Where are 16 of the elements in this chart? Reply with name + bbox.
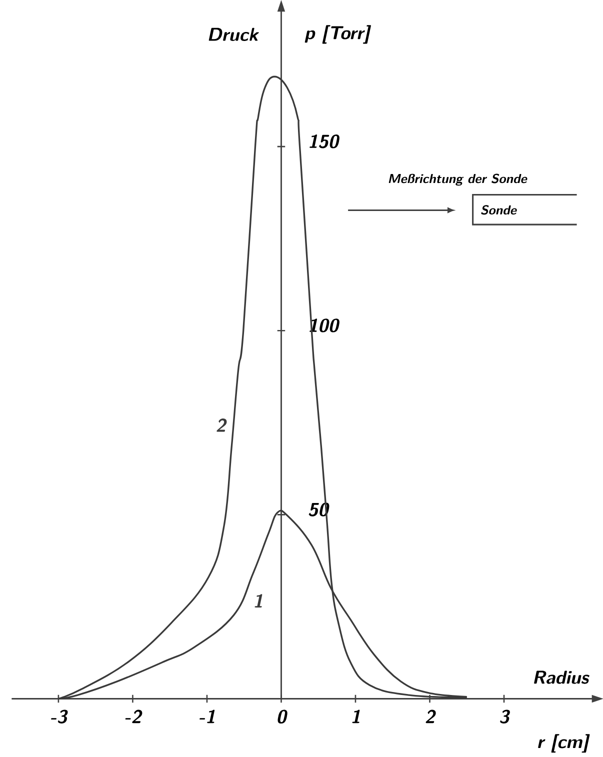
x-axis-title: r [cm] bbox=[538, 734, 590, 753]
x-tick-label: 1 bbox=[352, 710, 360, 724]
y-axis-title: p [Torr] bbox=[304, 25, 371, 44]
x-tick-label: -3 bbox=[50, 710, 68, 724]
x-tick-label: -1 bbox=[199, 710, 214, 724]
x-tick-label: 3 bbox=[500, 710, 510, 724]
series-label: 2 bbox=[216, 418, 227, 432]
series-label: 1 bbox=[254, 594, 262, 608]
annotation: Sonde bbox=[480, 205, 517, 215]
y-tick-label: 150 bbox=[309, 134, 340, 148]
annotation: Radius bbox=[534, 670, 590, 684]
x-tick-label: 2 bbox=[426, 710, 436, 724]
x-tick-label: 0 bbox=[278, 710, 288, 724]
x-tick-label: -2 bbox=[125, 710, 142, 724]
annotation: Druck bbox=[208, 28, 259, 41]
annotation: Meßrichtung der Sonde bbox=[388, 174, 528, 186]
